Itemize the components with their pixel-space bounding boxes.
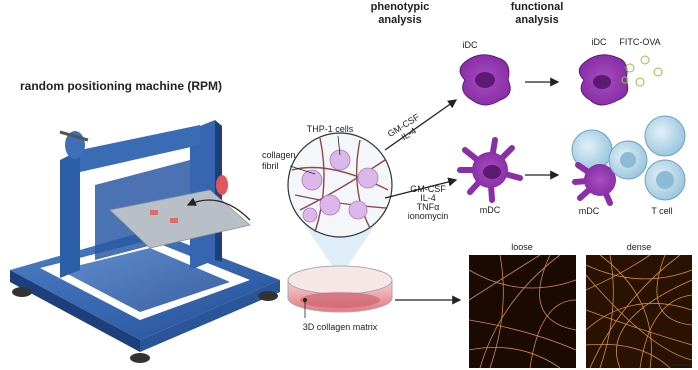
mdc-cell (457, 137, 523, 203)
label: iDC (463, 40, 478, 50)
label: 3D collagen matrix (303, 322, 378, 332)
label: fibril (262, 161, 279, 171)
arrow (384, 99, 458, 151)
fibrils (291, 137, 389, 233)
header: functional (511, 1, 564, 13)
label: T cell (651, 206, 672, 216)
arrow (186, 197, 251, 221)
arrow (384, 177, 458, 199)
header: analysis (515, 14, 558, 26)
treatment: IL-4 (420, 193, 436, 203)
label: FITC-OVA (619, 37, 660, 47)
header: phenotypic (371, 1, 430, 13)
label: dense (627, 242, 652, 252)
label: mDC (579, 206, 600, 216)
image-dense (585, 254, 693, 369)
mdc-tcells (571, 115, 686, 206)
fitc-ova (621, 55, 663, 87)
label: mDC (480, 205, 501, 215)
label: collagen (262, 150, 296, 160)
rpm-machine (10, 120, 280, 363)
label: loose (511, 242, 533, 252)
treatment: GM-CSF (410, 184, 446, 194)
machine-title: random positioning machine (RPM) (20, 79, 222, 93)
treatment: ionomycin (408, 211, 449, 221)
label: iDC (592, 37, 607, 47)
label: THP-1 cells (307, 124, 354, 134)
image-loose (468, 254, 577, 369)
treatment: TNFα (417, 202, 440, 212)
dish (287, 265, 393, 313)
header: analysis (378, 14, 421, 26)
thp1-cells (301, 149, 379, 223)
